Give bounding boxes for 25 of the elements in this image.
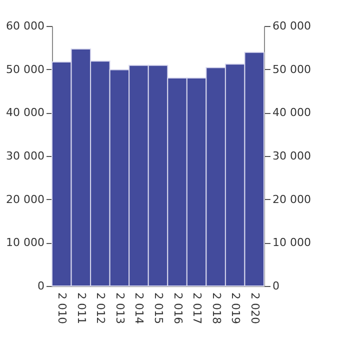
x-tick-label: 2 019: [229, 292, 242, 324]
y2-tick-label: 20 000: [272, 192, 311, 206]
y-tick-label: 50 000: [6, 62, 44, 76]
y2-tick-label: 60 000: [272, 20, 311, 32]
y-tick-label: 20 000: [6, 192, 44, 206]
y2-tick-label: 10 000: [272, 236, 311, 250]
x-tick-label: 2 010: [56, 292, 69, 324]
y-tick-label: 60 000: [6, 20, 44, 32]
x-tick-label: 2 015: [152, 292, 165, 324]
x-tick-label: 2 016: [171, 292, 184, 324]
x-tick-label: 2 013: [113, 292, 126, 324]
y2-tick-label: 50 000: [272, 62, 311, 76]
y2-tick-label: 0: [272, 280, 280, 292]
y-tick-label: 0: [38, 280, 44, 292]
x-tick-label: 2 018: [210, 292, 223, 324]
y2-tick-label: 30 000: [272, 150, 311, 162]
y-tick-label: 40 000: [6, 106, 44, 120]
y-tick-label: 10 000: [6, 236, 44, 250]
x-tick-label: 2 014: [132, 292, 146, 324]
x-tick-label: 2 020: [248, 292, 262, 324]
x-tick-label: 2 011: [74, 292, 88, 324]
x-tick-label: 2 017: [190, 292, 204, 324]
y-tick-label: 30 000: [6, 150, 44, 162]
y2-tick-label: 40 000: [272, 106, 311, 120]
x-tick-label: 2 012: [94, 292, 108, 324]
